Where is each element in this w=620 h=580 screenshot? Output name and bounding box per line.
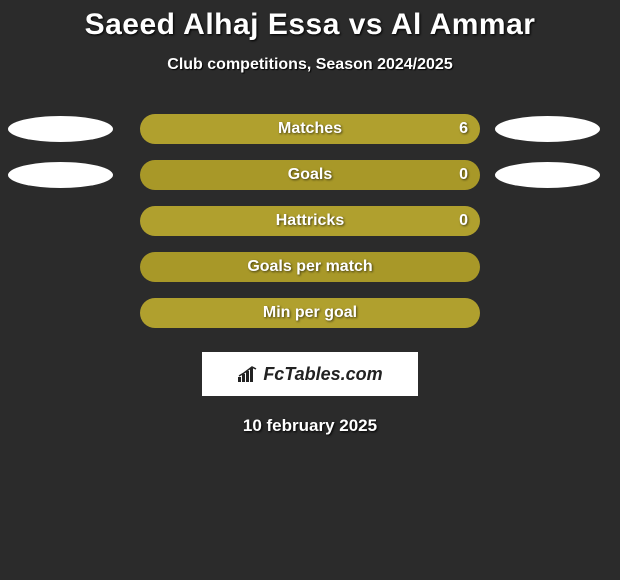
stat-bar: Goals per match bbox=[140, 252, 480, 282]
stat-label: Matches bbox=[278, 120, 342, 138]
stat-label: Goals per match bbox=[247, 258, 372, 276]
player-right-ellipse bbox=[495, 162, 600, 188]
stat-bar: Goals 0 bbox=[140, 160, 480, 190]
stat-bar: Hattricks 0 bbox=[140, 206, 480, 236]
stat-bar: Min per goal bbox=[140, 298, 480, 328]
stat-row-hattricks: Hattricks 0 bbox=[0, 206, 620, 236]
chart-icon bbox=[237, 365, 259, 383]
stat-value-right: 0 bbox=[459, 212, 468, 230]
stat-value-right: 0 bbox=[459, 166, 468, 184]
stat-rows: Matches 6 Goals 0 Hattricks 0 Goals per … bbox=[0, 114, 620, 328]
stat-row-goals-per-match: Goals per match bbox=[0, 252, 620, 282]
stat-value-right: 6 bbox=[459, 120, 468, 138]
stat-label: Goals bbox=[288, 166, 332, 184]
stat-label: Min per goal bbox=[263, 304, 357, 322]
stat-row-matches: Matches 6 bbox=[0, 114, 620, 144]
infographic-container: Saeed Alhaj Essa vs Al Ammar Club compet… bbox=[0, 0, 620, 436]
date-text: 10 february 2025 bbox=[0, 416, 620, 436]
player-left-ellipse bbox=[8, 162, 113, 188]
player-right-ellipse bbox=[495, 116, 600, 142]
page-title: Saeed Alhaj Essa vs Al Ammar bbox=[0, 8, 620, 42]
stat-row-goals: Goals 0 bbox=[0, 160, 620, 190]
logo-text: FcTables.com bbox=[263, 364, 382, 385]
stat-row-min-per-goal: Min per goal bbox=[0, 298, 620, 328]
player-left-ellipse bbox=[8, 116, 113, 142]
logo-box: FcTables.com bbox=[202, 352, 418, 396]
stat-label: Hattricks bbox=[276, 212, 344, 230]
stat-bar: Matches 6 bbox=[140, 114, 480, 144]
subtitle: Club competitions, Season 2024/2025 bbox=[0, 56, 620, 74]
